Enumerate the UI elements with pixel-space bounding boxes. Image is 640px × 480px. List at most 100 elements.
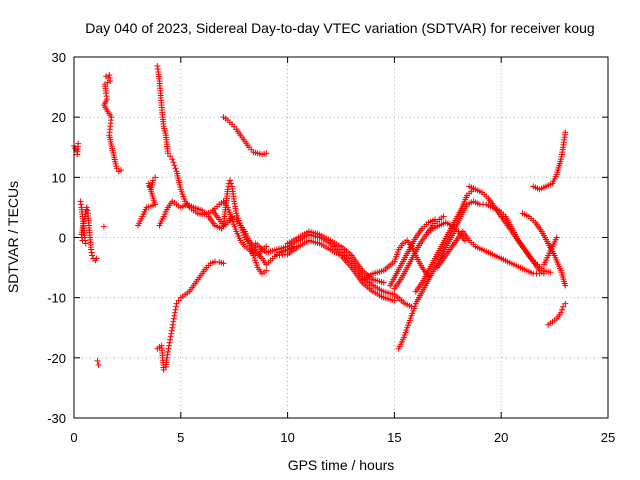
series-arc-19 <box>434 228 543 277</box>
series-arc-10 <box>220 114 270 158</box>
x-tick-label: 5 <box>177 430 184 445</box>
data-point <box>431 216 438 223</box>
data-point <box>88 246 95 253</box>
data-point <box>152 174 159 181</box>
data-point <box>94 357 101 364</box>
data-point <box>106 75 113 82</box>
data-point <box>154 63 161 70</box>
data-point <box>166 342 173 349</box>
data-point <box>558 309 565 316</box>
data-point <box>164 348 171 355</box>
data-point <box>172 306 179 313</box>
series-arc-16 <box>391 213 447 292</box>
data-point <box>227 180 234 187</box>
data-point <box>117 167 124 174</box>
data-point <box>82 240 89 247</box>
series-arc-20 <box>423 219 468 244</box>
data-point <box>95 362 102 369</box>
data-point <box>113 165 120 172</box>
series-arc-12 <box>273 237 398 304</box>
y-tick-label: -30 <box>47 411 66 426</box>
plot-frame <box>73 56 609 419</box>
x-tick-label: 20 <box>494 430 508 445</box>
data-point <box>175 297 182 304</box>
data-point <box>171 309 178 316</box>
data-point <box>160 366 167 373</box>
data-point <box>172 303 179 310</box>
data-point <box>263 267 270 274</box>
series-arc-8 <box>156 198 298 268</box>
data-point <box>220 260 227 267</box>
data-point <box>84 207 91 214</box>
data-point <box>171 162 178 169</box>
series-arc-4 <box>100 72 124 175</box>
data-point <box>93 255 100 262</box>
series-arc-15 <box>395 198 554 352</box>
data-point <box>263 150 270 157</box>
data-point <box>89 252 96 259</box>
axis-tick-labels: 0 5 10 15 20 25 -30 -20 -10 0 10 20 30 <box>47 50 615 445</box>
data-point <box>263 243 270 250</box>
series-arc-1 <box>71 140 82 158</box>
x-tick-label: 0 <box>70 430 77 445</box>
data-point <box>560 303 567 310</box>
data-point <box>83 204 90 211</box>
data-point <box>167 336 174 343</box>
data-point <box>77 198 84 205</box>
series-arc-3 <box>94 223 107 369</box>
data-point <box>168 327 175 334</box>
series-arc-23 <box>540 234 560 268</box>
series-arc-5 <box>135 174 159 229</box>
data-point <box>540 270 547 277</box>
data-point <box>75 140 82 147</box>
chart-title: Day 040 of 2023, Sidereal Day-to-day VTE… <box>85 20 594 36</box>
y-tick-label: -20 <box>47 351 66 366</box>
data-point <box>171 312 178 319</box>
data-point <box>562 282 569 289</box>
data-point <box>562 300 569 307</box>
data-point <box>391 297 398 304</box>
data-point <box>553 234 560 241</box>
data-point <box>88 249 95 256</box>
data-point <box>168 330 175 337</box>
series-arc-18 <box>412 186 477 295</box>
y-tick-label: 30 <box>52 50 66 65</box>
data-marks <box>71 63 569 373</box>
x-tick-label: 10 <box>280 430 294 445</box>
data-point <box>169 156 176 163</box>
series-arc-13 <box>284 228 387 286</box>
y-axis-label: SDTVAR / TECUs <box>5 181 21 293</box>
data-point <box>77 201 84 208</box>
data-point <box>103 90 110 97</box>
y-tick-label: 20 <box>52 110 66 125</box>
series-arc-7 <box>154 258 227 373</box>
data-point <box>224 186 231 193</box>
data-point <box>562 129 569 136</box>
data-point <box>547 269 554 276</box>
x-tick-label: 25 <box>601 430 615 445</box>
data-point <box>170 159 177 166</box>
data-point <box>167 333 174 340</box>
data-point <box>461 237 468 244</box>
data-point <box>154 66 161 73</box>
x-tick-label: 15 <box>387 430 401 445</box>
data-point <box>170 315 177 322</box>
data-point <box>170 318 177 325</box>
data-point <box>172 165 179 172</box>
series-arc-17 <box>387 216 438 289</box>
data-point <box>167 153 174 160</box>
data-point <box>165 345 172 352</box>
data-point <box>100 223 107 230</box>
x-axis-label: GPS time / hours <box>288 457 395 473</box>
y-tick-label: -10 <box>47 291 66 306</box>
data-point <box>106 72 113 79</box>
data-point <box>173 300 180 307</box>
series-arc-9 <box>209 177 270 259</box>
y-tick-label: 0 <box>59 231 66 246</box>
data-point <box>145 180 152 187</box>
data-point <box>380 279 387 286</box>
data-point <box>226 177 233 184</box>
data-point <box>150 177 157 184</box>
data-point <box>211 258 218 265</box>
